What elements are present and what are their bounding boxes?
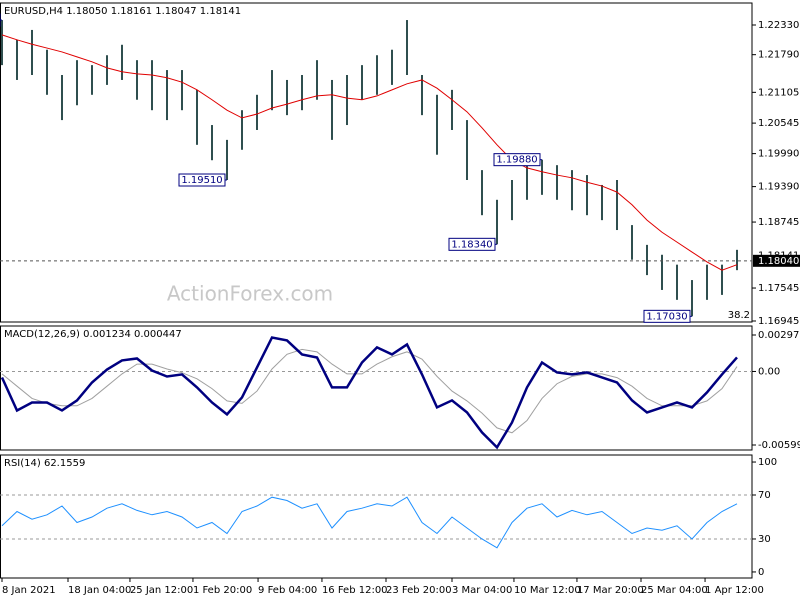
x-tick-label: 1 Feb 20:00: [193, 585, 252, 596]
panel-title: RSI(14) 62.1559: [4, 458, 85, 469]
y-tick-label: 1.20545: [758, 118, 799, 129]
panel-title: EURUSD,H4 1.18050 1.18161 1.18047 1.1814…: [4, 6, 241, 17]
y-tick-label: 1.22330: [758, 20, 799, 31]
x-tick-label: 9 Feb 04:00: [258, 585, 317, 596]
x-tick-label: 8 Jan 2021: [2, 585, 56, 596]
fib-note: 38.2: [728, 310, 750, 321]
x-tick-label: 17 Mar 20:00: [577, 585, 644, 596]
annotation-label: 1.19880: [496, 155, 537, 166]
y-tick-label: 70: [758, 490, 771, 501]
x-tick-label: 25 Mar 04:00: [641, 585, 708, 596]
y-tick-label: 1.16945: [758, 316, 799, 327]
panel-frame: [0, 454, 753, 579]
y-tick-label: 0.00: [758, 366, 780, 377]
x-tick-label: 18 Jan 04:00: [68, 585, 131, 596]
moving-average: [1, 34, 738, 271]
series-line: [0, 336, 738, 450]
y-tick-label: 0: [758, 567, 764, 578]
y-tick-label: 1.19390: [758, 182, 799, 193]
y-tick-label: 1.21790: [758, 50, 799, 61]
panel-frame: [0, 325, 753, 451]
panel-title: MACD(12,26,9) 0.001234 0.000447: [4, 329, 182, 340]
x-tick-label: 23 Feb 20:00: [386, 585, 452, 596]
price-line-label: 1.18040: [758, 256, 799, 267]
x-tick-label: 1 Apr 12:00: [705, 585, 764, 596]
y-tick-label: -0.005996: [758, 440, 800, 451]
y-tick-label: 1.17545: [758, 283, 799, 294]
annotation-label: 1.19510: [181, 175, 222, 186]
price-line-box: [753, 254, 800, 267]
x-tick-label: 25 Jan 12:00: [130, 585, 193, 596]
watermark: ActionForex.com: [167, 282, 333, 306]
x-tick-label: 3 Mar 04:00: [452, 585, 512, 596]
y-tick-label: 100: [758, 457, 777, 468]
annotation-label: 1.17030: [646, 311, 687, 322]
x-tick-label: 10 Mar 12:00: [514, 585, 581, 596]
y-tick-label: 30: [758, 534, 771, 545]
annotation-label: 1.18340: [451, 239, 492, 250]
y-tick-label: 0.002973: [758, 330, 800, 341]
x-tick-label: 16 Feb 12:00: [322, 585, 388, 596]
y-tick-label: 1.21105: [758, 87, 799, 98]
y-tick-label: 1.19990: [758, 149, 799, 160]
panel-frame: [0, 2, 753, 323]
series-line: [1, 496, 738, 549]
series-line: [1, 348, 738, 434]
y-tick-label: 1.18745: [758, 217, 799, 228]
